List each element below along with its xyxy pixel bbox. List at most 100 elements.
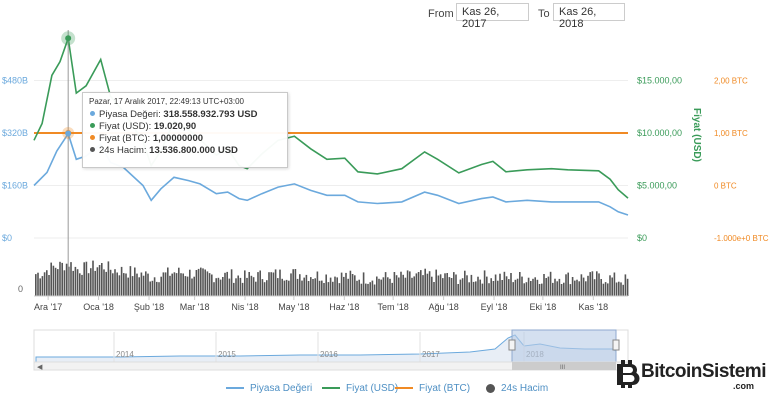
volume-bar — [552, 282, 554, 296]
volume-bar — [593, 279, 596, 296]
volume-bar — [554, 278, 556, 296]
volume-bar — [459, 279, 462, 296]
volume-bar — [450, 278, 453, 296]
volume-bar — [107, 261, 110, 296]
left-axis-labels: $480B $320B $160B $0 — [2, 76, 28, 244]
x-tick-label: Ara '17 — [34, 302, 62, 312]
usd-tick-label: $0 — [637, 233, 647, 243]
volume-bar — [189, 269, 191, 296]
x-tick-label: Eki '18 — [529, 302, 556, 312]
volume-bar — [241, 282, 244, 296]
left-tick-label: $480B — [2, 76, 28, 86]
volume-bar — [538, 284, 541, 296]
legend-price-usd[interactable]: Fiyat (USD) — [322, 383, 398, 394]
volume-bar — [565, 274, 567, 296]
navigator-selection[interactable] — [511, 329, 617, 364]
volume-bar — [310, 277, 312, 296]
volume-bar — [153, 277, 156, 296]
volume-bar — [279, 269, 281, 296]
volume-bar — [180, 273, 182, 296]
volume-bar — [259, 270, 261, 296]
volume-bar — [316, 271, 319, 296]
volume-bar — [101, 263, 103, 296]
volume-bar — [114, 269, 116, 296]
volume-bar — [365, 283, 367, 296]
volume-bar — [472, 281, 475, 296]
volume-bar — [468, 282, 470, 296]
volume-bar — [435, 269, 437, 296]
x-tick-label: Kas '18 — [578, 302, 608, 312]
volume-bar — [516, 278, 519, 296]
volume-bar — [404, 277, 407, 296]
volume-bar — [112, 273, 114, 296]
usd-tick-label: $5.000,00 — [637, 181, 677, 191]
volume-bar — [576, 279, 578, 296]
volume-bar — [488, 283, 490, 296]
volume-bar — [134, 267, 136, 296]
scroll-left-arrow[interactable]: ◀ — [37, 364, 43, 371]
volume-bar — [448, 277, 451, 296]
volume-bar — [444, 273, 446, 296]
volume-bar — [208, 273, 211, 296]
volume-bar — [384, 272, 387, 296]
navigator-handle-left[interactable] — [508, 339, 516, 351]
volume-bar — [360, 283, 363, 296]
volume-bar — [65, 263, 68, 296]
volume-bar — [321, 280, 323, 296]
volume-bar — [345, 272, 347, 296]
navigator-handle-right[interactable] — [612, 339, 620, 351]
volume-bar — [598, 273, 600, 296]
to-date-input[interactable]: Kas 26, 2018 — [553, 3, 625, 30]
navigator-year-label: 2014 — [116, 350, 134, 359]
volume-bar — [609, 275, 611, 296]
volume-bar — [211, 274, 213, 296]
legend-price-btc[interactable]: Fiyat (BTC) — [395, 383, 470, 394]
volume-bar — [433, 282, 435, 296]
tooltip-row-market-cap: Piyasa Değeri: 318.558.932.793 USD — [89, 109, 281, 121]
volume-bar — [184, 276, 187, 296]
volume-bar — [466, 275, 468, 296]
volume-bar — [428, 271, 431, 296]
x-tick-label: Mar '18 — [180, 302, 210, 312]
volume-bar — [90, 268, 92, 296]
volume-bar — [490, 278, 492, 296]
line-swatch-icon — [226, 387, 244, 390]
volume-bar — [171, 273, 173, 296]
from-date-input[interactable]: Kas 26, 2017 — [456, 3, 529, 30]
volume-bar — [81, 274, 83, 296]
volume-bar — [532, 278, 534, 296]
volume-bar — [589, 272, 591, 296]
volume-bar — [402, 274, 404, 296]
volume-bar — [486, 276, 488, 296]
main-chart[interactable]: $480B $320B $160B $0 $15.000,00 $10.000,00 $5… — [0, 0, 780, 380]
volume-bar — [439, 274, 442, 296]
volume-bar — [147, 273, 149, 296]
volume-bar — [263, 282, 266, 296]
navigator-scrollbar-thumb[interactable] — [512, 362, 616, 370]
volume-bar — [547, 276, 550, 296]
volume-bar — [175, 273, 178, 296]
volume-bar — [389, 278, 391, 296]
volume-bar — [109, 269, 112, 296]
x-tick-label: May '18 — [278, 302, 309, 312]
line-swatch-icon — [322, 387, 340, 390]
market-cap-dot-icon — [90, 111, 95, 116]
volume-bar — [277, 278, 279, 296]
volume-bar — [39, 278, 41, 296]
volume-bar — [571, 277, 574, 296]
volume-bar — [340, 272, 343, 296]
navigator-year-label: 2017 — [422, 350, 440, 359]
x-tick-label: Tem '18 — [378, 302, 409, 312]
legend-market-cap[interactable]: Piyasa Değeri — [226, 383, 312, 394]
navigator[interactable]: 20142015201620172018 ◀ ▶ III — [33, 329, 629, 371]
volume-bar — [336, 277, 338, 296]
volume-bar — [204, 269, 206, 296]
volume-bar — [37, 272, 39, 296]
volume-bar — [481, 283, 484, 296]
volume-bar — [343, 276, 345, 296]
legend-volume[interactable]: 24s Hacim — [486, 383, 548, 394]
volume-bar — [574, 280, 576, 296]
volume-bar — [252, 277, 255, 296]
volume-bar — [127, 277, 129, 296]
volume-bar — [457, 284, 459, 296]
